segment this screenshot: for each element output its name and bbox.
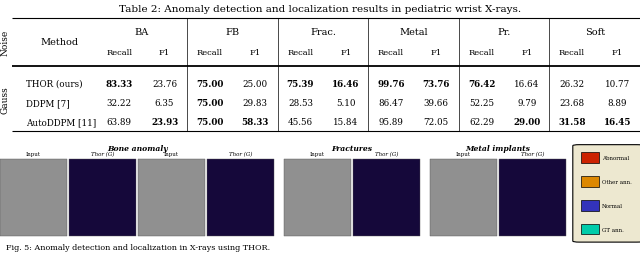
Text: 23.93: 23.93: [151, 118, 178, 127]
Text: 75.00: 75.00: [196, 118, 223, 127]
Text: BA: BA: [135, 28, 149, 37]
Text: F1: F1: [521, 49, 532, 57]
Text: Input: Input: [456, 152, 470, 157]
Text: 83.33: 83.33: [106, 79, 133, 88]
Text: 31.58: 31.58: [558, 118, 586, 127]
Text: Recall: Recall: [378, 49, 404, 57]
Text: Bone anomaly: Bone anomaly: [107, 144, 168, 152]
Text: 63.89: 63.89: [107, 118, 132, 127]
Text: GT ann.: GT ann.: [602, 227, 624, 232]
Text: Thor (G): Thor (G): [375, 152, 398, 157]
Text: Recall: Recall: [468, 49, 495, 57]
Text: Noise: Noise: [0, 30, 9, 56]
Text: 5.10: 5.10: [336, 99, 355, 108]
Text: Recall: Recall: [559, 49, 585, 57]
Bar: [284, 160, 351, 236]
Text: Thor (G): Thor (G): [520, 152, 544, 157]
Text: 16.45: 16.45: [604, 118, 631, 127]
Text: 76.42: 76.42: [468, 79, 495, 88]
Bar: [0, 160, 67, 236]
Text: Pr.: Pr.: [497, 28, 511, 37]
Text: 95.89: 95.89: [378, 118, 403, 127]
Text: THOR (ours): THOR (ours): [26, 79, 83, 88]
Text: 52.25: 52.25: [469, 99, 494, 108]
Text: Abnormal: Abnormal: [602, 155, 630, 161]
Text: Recall: Recall: [196, 49, 223, 57]
Text: 75.00: 75.00: [196, 79, 223, 88]
Text: Recall: Recall: [287, 49, 314, 57]
Bar: [581, 200, 599, 211]
Text: 28.53: 28.53: [288, 99, 313, 108]
Text: 72.05: 72.05: [424, 118, 449, 127]
Text: Metal implants: Metal implants: [465, 144, 530, 152]
Text: Normal: Normal: [602, 203, 623, 208]
Text: Thor (G): Thor (G): [91, 152, 115, 157]
Bar: [69, 160, 136, 236]
Text: AutoDDPM [11]: AutoDDPM [11]: [26, 118, 97, 127]
Text: 62.29: 62.29: [469, 118, 494, 127]
Text: 8.89: 8.89: [607, 99, 627, 108]
Text: 86.47: 86.47: [378, 99, 404, 108]
Text: 16.64: 16.64: [514, 79, 540, 88]
Text: 29.83: 29.83: [243, 99, 268, 108]
Bar: [207, 160, 275, 236]
Text: 10.77: 10.77: [605, 79, 630, 88]
Text: DDPM [7]: DDPM [7]: [26, 99, 70, 108]
Text: 9.79: 9.79: [517, 99, 536, 108]
Text: 26.32: 26.32: [559, 79, 585, 88]
Bar: [138, 160, 205, 236]
Text: 45.56: 45.56: [288, 118, 313, 127]
Text: F1: F1: [159, 49, 170, 57]
Text: Recall: Recall: [106, 49, 132, 57]
Bar: [581, 224, 599, 235]
Bar: [499, 160, 566, 236]
Text: F1: F1: [612, 49, 623, 57]
Text: FB: FB: [225, 28, 239, 37]
Text: Other ann.: Other ann.: [602, 179, 632, 184]
Text: 32.22: 32.22: [107, 99, 132, 108]
Text: F1: F1: [250, 49, 260, 57]
Text: 75.39: 75.39: [287, 79, 314, 88]
Text: 99.76: 99.76: [377, 79, 404, 88]
Text: 23.68: 23.68: [559, 99, 585, 108]
Bar: [581, 177, 599, 187]
Text: Input: Input: [310, 152, 325, 157]
Text: Soft: Soft: [585, 28, 605, 37]
Text: 16.46: 16.46: [332, 79, 360, 88]
Text: F1: F1: [431, 49, 442, 57]
Bar: [353, 160, 420, 236]
Text: Frac.: Frac.: [310, 28, 336, 37]
Text: 75.00: 75.00: [196, 99, 223, 108]
Text: Table 2: Anomaly detection and localization results in pediatric wrist X-rays.: Table 2: Anomaly detection and localizat…: [119, 5, 521, 14]
Text: 15.84: 15.84: [333, 118, 358, 127]
Text: 23.76: 23.76: [152, 79, 177, 88]
Text: Gauss: Gauss: [0, 85, 9, 113]
Text: F1: F1: [340, 49, 351, 57]
Text: Method: Method: [41, 38, 79, 47]
Text: 29.00: 29.00: [513, 118, 540, 127]
Text: Fractures: Fractures: [332, 144, 372, 152]
Text: Fig. 5: Anomaly detection and localization in X-rays using THOR.: Fig. 5: Anomaly detection and localizati…: [6, 244, 271, 251]
Text: Input: Input: [164, 152, 179, 157]
Bar: [429, 160, 497, 236]
Text: 6.35: 6.35: [155, 99, 174, 108]
Text: 73.76: 73.76: [422, 79, 450, 88]
Text: Thor (G): Thor (G): [229, 152, 252, 157]
Text: Input: Input: [26, 152, 41, 157]
FancyBboxPatch shape: [573, 145, 640, 242]
Text: 25.00: 25.00: [243, 79, 268, 88]
Text: Metal: Metal: [399, 28, 428, 37]
Bar: [581, 153, 599, 163]
Text: 58.33: 58.33: [241, 118, 269, 127]
Text: 39.66: 39.66: [424, 99, 449, 108]
